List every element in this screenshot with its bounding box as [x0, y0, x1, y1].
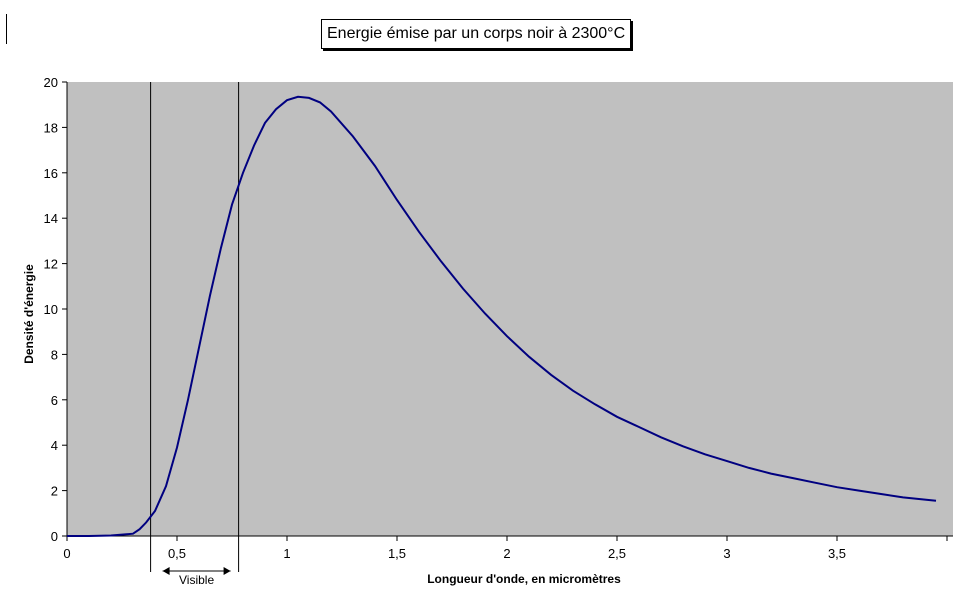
x-tick-label: 0,5: [168, 546, 186, 561]
y-tick-label: 0: [51, 529, 58, 544]
x-tick-label: 3,5: [828, 546, 846, 561]
arrowhead-left: [162, 567, 170, 575]
visible-range-markers: [150, 82, 240, 572]
x-tick-label: 1,5: [388, 546, 406, 561]
x-tick-label: 2,5: [608, 546, 626, 561]
x-tick-label: 2: [503, 546, 510, 561]
y-tick-label: 12: [44, 257, 58, 272]
visible-annotation: Visible: [162, 567, 231, 587]
chart-title: Energie émise par un corps noir à 2300°C: [321, 19, 632, 49]
y-tick-label: 4: [51, 438, 58, 453]
y-tick-label: 14: [44, 211, 58, 226]
visible-label: Visible: [179, 573, 214, 587]
x-axis-label: Longueur d'onde, en micromètres: [427, 572, 621, 586]
x-tick-label: 3: [723, 546, 730, 561]
y-tick-label: 10: [44, 302, 58, 317]
axes: [62, 81, 953, 541]
y-tick-label: 8: [51, 347, 58, 362]
x-tick-label: 0: [63, 546, 70, 561]
corner-mark: [6, 14, 7, 44]
y-tick-label: 6: [51, 393, 58, 408]
energy-curve: [67, 95, 937, 537]
tick-labels: 0 2 4 6 8 10 12 14 16 18 20 0 0,5 1 1,5 2 2,5 3 3,5: [44, 75, 847, 561]
arrowhead-right: [223, 567, 231, 575]
x-tick-label: 1: [283, 546, 290, 561]
y-tick-label: 16: [44, 166, 58, 181]
plot-area: [67, 82, 953, 536]
y-tick-label: 18: [44, 120, 58, 135]
y-axis-label: Densité d'énergie: [22, 264, 36, 364]
y-tick-label: 20: [44, 75, 58, 90]
y-tick-label: 2: [51, 484, 58, 499]
